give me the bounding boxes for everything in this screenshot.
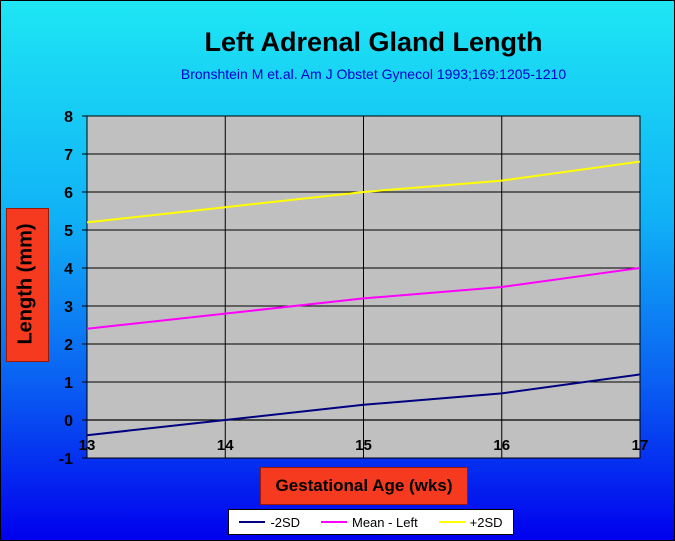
chart-title: Left Adrenal Gland Length xyxy=(204,27,543,57)
series-line-2 xyxy=(86,267,641,330)
series-line-1 xyxy=(86,373,641,437)
x-tick-label: 13 xyxy=(79,437,96,454)
y-tick-label: 3 xyxy=(64,299,73,316)
legend-item-mean-left: Mean - Left xyxy=(320,514,418,530)
y-axis-label: Length (mm) xyxy=(14,223,37,345)
legend-swatch-plus-2sd xyxy=(438,521,465,523)
y-tick-label: 7 xyxy=(64,147,73,164)
legend-swatch-minus-2sd xyxy=(239,521,266,523)
x-tick-label: 16 xyxy=(493,437,510,454)
x-tick-label: 14 xyxy=(217,437,234,454)
y-tick-label: 4 xyxy=(64,261,73,278)
x-axis-label: Gestational Age (wks) xyxy=(260,467,468,505)
legend: -2SD Mean - Left +2SD xyxy=(228,509,514,535)
y-tick-label: 6 xyxy=(64,185,73,202)
legend-label-plus-2sd: +2SD xyxy=(469,514,503,530)
legend-item-minus-2sd: -2SD xyxy=(239,515,300,530)
series-line-3 xyxy=(86,160,641,224)
y-tick-label: 2 xyxy=(64,337,73,354)
y-tick-label: 5 xyxy=(64,223,73,240)
x-tick-label: 15 xyxy=(355,437,372,454)
legend-item-plus-2sd: +2SD xyxy=(438,514,503,530)
y-tick-label: 8 xyxy=(64,109,73,126)
legend-swatch-mean-left xyxy=(320,521,347,523)
y-tick-label: -1 xyxy=(59,451,73,468)
y-axis-label-box xyxy=(6,208,49,362)
y-tick-label: 1 xyxy=(64,375,73,392)
legend-label-minus-2sd: -2SD xyxy=(270,514,301,530)
x-tick-label: 17 xyxy=(632,437,649,454)
chart-subtitle: Bronshtein M et.al. Am J Obstet Gynecol … xyxy=(180,66,567,82)
y-tick-label: 0 xyxy=(64,413,73,430)
legend-label-mean-left: Mean - Left xyxy=(351,514,418,530)
